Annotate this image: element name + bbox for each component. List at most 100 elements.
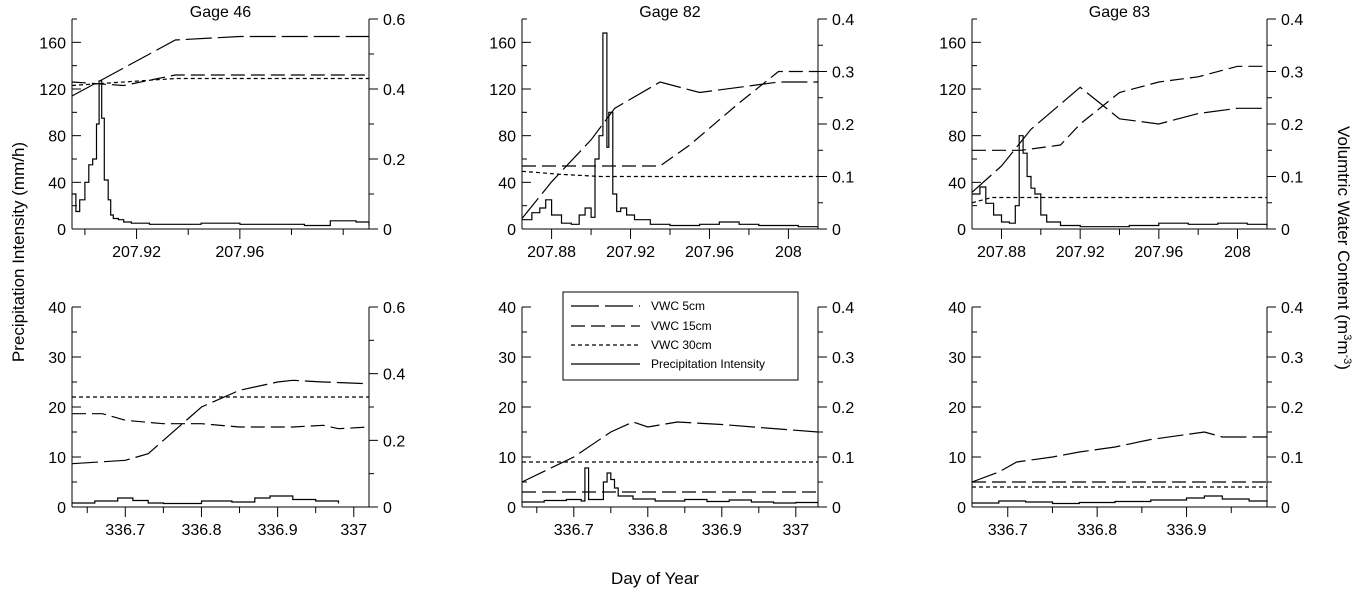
panel-3-bottom-tick-label: 208 bbox=[1224, 244, 1251, 261]
panel-3-series-vwc-15cm bbox=[972, 65, 1267, 151]
panel-3-bottom-tick-label: 207.92 bbox=[1056, 244, 1105, 261]
panel-2-title: Gage 82 bbox=[639, 4, 700, 21]
legend-label-vwc-5cm: VWC 5cm bbox=[651, 299, 705, 313]
right-axis-label-mid: m bbox=[1334, 340, 1353, 354]
panel-1-left-tick-label: 80 bbox=[48, 129, 66, 146]
panel-3-right-tick-label: 0 bbox=[1281, 222, 1290, 239]
right-axis-label-main: Volumtric Water Content (m bbox=[1334, 126, 1353, 334]
panel-3-right-tick-label: 0.2 bbox=[1281, 117, 1303, 134]
panel-4: 0 10 20 30 40 0 0.2 0.4 0.6 336.7 336.8 336.9 337 bbox=[48, 300, 405, 539]
legend-box bbox=[562, 291, 799, 381]
panel-3-left-tick-label: 0 bbox=[957, 222, 966, 239]
panel-1-right-tick-label: 0.2 bbox=[383, 152, 405, 169]
panel-5-bottom-tick-label: 337 bbox=[782, 522, 809, 539]
panel-6-right-tick-label: 0 bbox=[1281, 500, 1290, 517]
panel-2-left-tick-label: 80 bbox=[498, 129, 516, 146]
panel-5: 0 10 20 30 40 0 0.1 0.2 0.3 0.4 336.7 336.8 336.9 337 bbox=[498, 300, 854, 539]
panel-6-right-tick-label: 0.1 bbox=[1281, 450, 1303, 467]
panel-1-right-tick-label: 0.4 bbox=[383, 82, 405, 99]
panel-1-right-tick-label: 0 bbox=[383, 222, 392, 239]
panel-4-right-tick-label: 0.6 bbox=[383, 300, 405, 317]
panel-6-left-tick-label: 30 bbox=[948, 350, 966, 367]
panel-4-right-tick-label: 0.4 bbox=[383, 367, 405, 384]
panel-5-left-tick-label: 0 bbox=[507, 500, 516, 517]
panel-3-left-tick-label: 160 bbox=[939, 35, 966, 52]
panel-3-series-vwc-5cm bbox=[971, 86, 1267, 193]
panel-4-bottom-tick-label: 336.9 bbox=[258, 522, 298, 539]
panel-6-left-tick-label: 20 bbox=[948, 400, 966, 417]
panel-2: Gage 82 0 40 80 120 160 0 0.1 0.2 0.3 0.4 207.88 207… bbox=[489, 4, 854, 261]
panel-3-right-tick-label: 0.3 bbox=[1281, 65, 1303, 82]
panel-2-right-tick-label: 0.3 bbox=[832, 65, 854, 82]
panel-3-right-tick-label: 0.4 bbox=[1281, 12, 1303, 29]
panel-5-left-tick-label: 20 bbox=[498, 400, 516, 417]
panel-6-series-precipitation-intensity bbox=[972, 495, 1268, 505]
panel-2-left-tick-label: 120 bbox=[489, 82, 516, 99]
panel-6-left-tick-label: 0 bbox=[957, 500, 966, 517]
left-axis-label: Precipitation Intensity (mm/h) bbox=[9, 142, 28, 362]
panel-6-right-tick-label: 0.4 bbox=[1281, 300, 1303, 317]
panel-2-series-vwc-30cm bbox=[521, 170, 818, 178]
panel-2-left-tick-label: 160 bbox=[489, 35, 516, 52]
panel-6-right-tick-label: 0.2 bbox=[1281, 400, 1303, 417]
legend-item-vwc-15cm: VWC 15cm bbox=[571, 319, 712, 333]
panel-2-series-vwc-5cm bbox=[521, 81, 818, 219]
panel-3-series-vwc-30cm bbox=[971, 196, 1267, 204]
panel-4-series-vwc-5cm bbox=[71, 379, 370, 465]
panel-2-bottom-tick-label: 207.96 bbox=[685, 244, 734, 261]
panel-4-bottom-tick-label: 336.8 bbox=[181, 522, 221, 539]
panel-1-title: Gage 46 bbox=[190, 4, 251, 21]
panel-2-right-tick-label: 0 bbox=[832, 222, 841, 239]
panel-4-right-tick-label: 0 bbox=[383, 500, 392, 517]
panel-5-right-tick-label: 0.1 bbox=[832, 450, 854, 467]
panel-2-right-tick-label: 0.4 bbox=[832, 12, 854, 29]
panel-5-left-tick-label: 10 bbox=[498, 450, 516, 467]
panel-1-series-vwc-30cm bbox=[71, 77, 369, 87]
panel-5-right-tick-label: 0 bbox=[832, 500, 841, 517]
panel-6-bottom-tick-label: 336.9 bbox=[1167, 522, 1207, 539]
panel-6-left-tick-label: 10 bbox=[948, 450, 966, 467]
panel-3-bottom-tick-label: 207.88 bbox=[977, 244, 1026, 261]
panel-2-series-precipitation-intensity bbox=[522, 32, 818, 228]
panel-5-right-tick-label: 0.4 bbox=[832, 300, 854, 317]
panel-5-bottom-tick-label: 336.9 bbox=[702, 522, 742, 539]
panel-1-series-vwc-15cm bbox=[71, 74, 369, 87]
panel-3: Gage 83 0 40 80 120 160 0 0.1 0.2 0.3 0.4 207.88 207… bbox=[939, 4, 1303, 261]
legend-item-vwc-30cm: VWC 30cm bbox=[571, 338, 712, 352]
right-axis-label: Volumtric Water Content (m3m-3) bbox=[1334, 126, 1353, 370]
panel-4-right-tick-label: 0.2 bbox=[383, 433, 405, 450]
panel-2-left-tick-label: 0 bbox=[507, 222, 516, 239]
panel-1: Gage 46 0 40 80 120 160 0 0.2 0.4 0.6 207.92 207.96 bbox=[39, 4, 405, 261]
panel-4-left-tick-label: 0 bbox=[57, 500, 66, 517]
panel-6-bottom-tick-label: 336.7 bbox=[988, 522, 1028, 539]
panel-6: 0 10 20 30 40 0 0.1 0.2 0.3 0.4 336.7 336.8 336.9 bbox=[948, 300, 1303, 539]
panel-5-right-tick-label: 0.2 bbox=[832, 400, 854, 417]
panel-3-title: Gage 83 bbox=[1089, 4, 1150, 21]
panel-6-bottom-tick-label: 336.8 bbox=[1077, 522, 1117, 539]
legend-label-vwc-15cm: VWC 15cm bbox=[651, 319, 712, 333]
panels: Gage 46 0 40 80 120 160 0 0.2 0.4 0.6 207.92 207.96… bbox=[39, 4, 1303, 539]
panel-3-series-precipitation-intensity bbox=[972, 135, 1268, 228]
legend-item-vwc-5cm: VWC 5cm bbox=[571, 299, 705, 313]
legend-label-vwc-30cm: VWC 30cm bbox=[651, 338, 712, 352]
right-axis-label-sup1: 3 bbox=[1341, 334, 1353, 340]
panel-1-bottom-tick-label: 207.92 bbox=[112, 244, 161, 261]
panel-5-right-tick-label: 0.3 bbox=[832, 350, 854, 367]
legend-label-precipitation: Precipitation Intensity bbox=[651, 357, 765, 371]
panel-1-left-tick-label: 0 bbox=[57, 222, 66, 239]
panel-2-right-tick-label: 0.2 bbox=[832, 117, 854, 134]
panel-5-series-vwc-5cm bbox=[521, 421, 819, 483]
panel-4-bottom-tick-label: 337 bbox=[340, 522, 367, 539]
panel-2-bottom-tick-label: 208 bbox=[775, 244, 802, 261]
panel-3-left-tick-label: 40 bbox=[948, 175, 966, 192]
panel-3-right-tick-label: 0.1 bbox=[1281, 170, 1303, 187]
panel-4-bottom-tick-label: 336.7 bbox=[105, 522, 145, 539]
panel-1-left-tick-label: 120 bbox=[39, 82, 66, 99]
panel-4-left-tick-label: 10 bbox=[48, 450, 66, 467]
panel-3-left-tick-label: 80 bbox=[948, 129, 966, 146]
panel-1-left-tick-label: 40 bbox=[48, 175, 66, 192]
legend: VWC 5cm VWC 15cm VWC 30cm Precipitation … bbox=[562, 291, 799, 381]
right-axis-label-end: ) bbox=[1334, 364, 1353, 370]
panel-5-series-precipitation-intensity bbox=[522, 467, 818, 504]
